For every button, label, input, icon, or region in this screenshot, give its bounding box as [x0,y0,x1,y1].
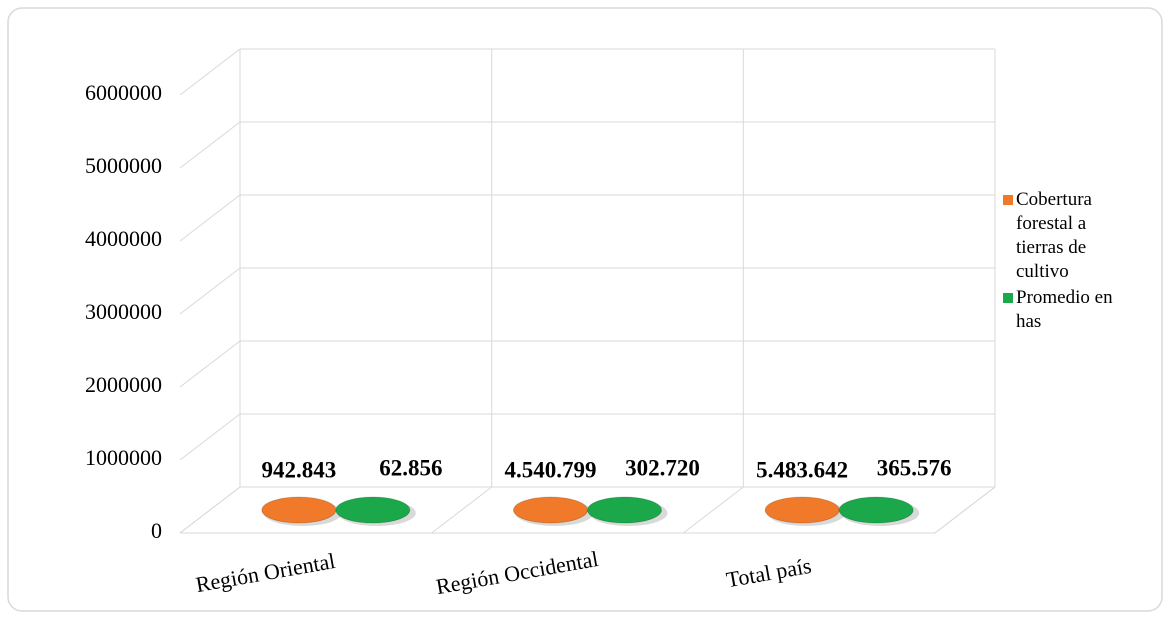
y-tick-label: 2000000 [85,372,162,397]
bar-top [587,496,662,524]
frame [7,7,1163,612]
y-tick-label: 3000000 [85,299,162,324]
value-label: 5.483.642 [756,457,848,482]
grid-line [179,267,241,315]
legend-item: Cobertura forestal a tierras de cultivo [1003,188,1133,284]
floor-divider [431,486,492,534]
legend-swatch [1003,293,1013,303]
floor-divider [934,486,996,534]
y-tick-label: 5000000 [85,153,162,178]
legend-item: Promedio en has [1003,286,1133,334]
floor-divider [683,486,744,534]
bar-top [335,496,411,524]
value-label: 365.576 [877,455,952,480]
legend-label: Promedio en has [1016,287,1113,332]
grid-line [179,340,241,388]
y-tick-label: 1000000 [85,445,162,470]
bar-top [838,496,914,524]
floor-divider [179,486,241,534]
value-label: 302.720 [625,455,700,480]
grid-line [179,194,241,242]
value-label: 4.540.799 [505,457,597,482]
y-tick-label: 4000000 [85,226,162,251]
legend-swatch [1003,195,1013,205]
value-label: 942.843 [261,457,336,482]
y-tick-label: 0 [151,518,162,543]
bar-top [261,496,337,524]
legend-label: Cobertura forestal a tierras de cultivo [1016,189,1092,282]
bar-top [513,496,588,524]
grid-line [179,48,241,96]
bar-top [764,496,840,524]
grid-line [179,413,241,461]
y-tick-label: 6000000 [85,80,162,105]
value-label: 62.856 [379,455,442,480]
grid-line [179,121,241,169]
legend: Cobertura forestal a tierras de cultivo P… [1003,188,1133,336]
